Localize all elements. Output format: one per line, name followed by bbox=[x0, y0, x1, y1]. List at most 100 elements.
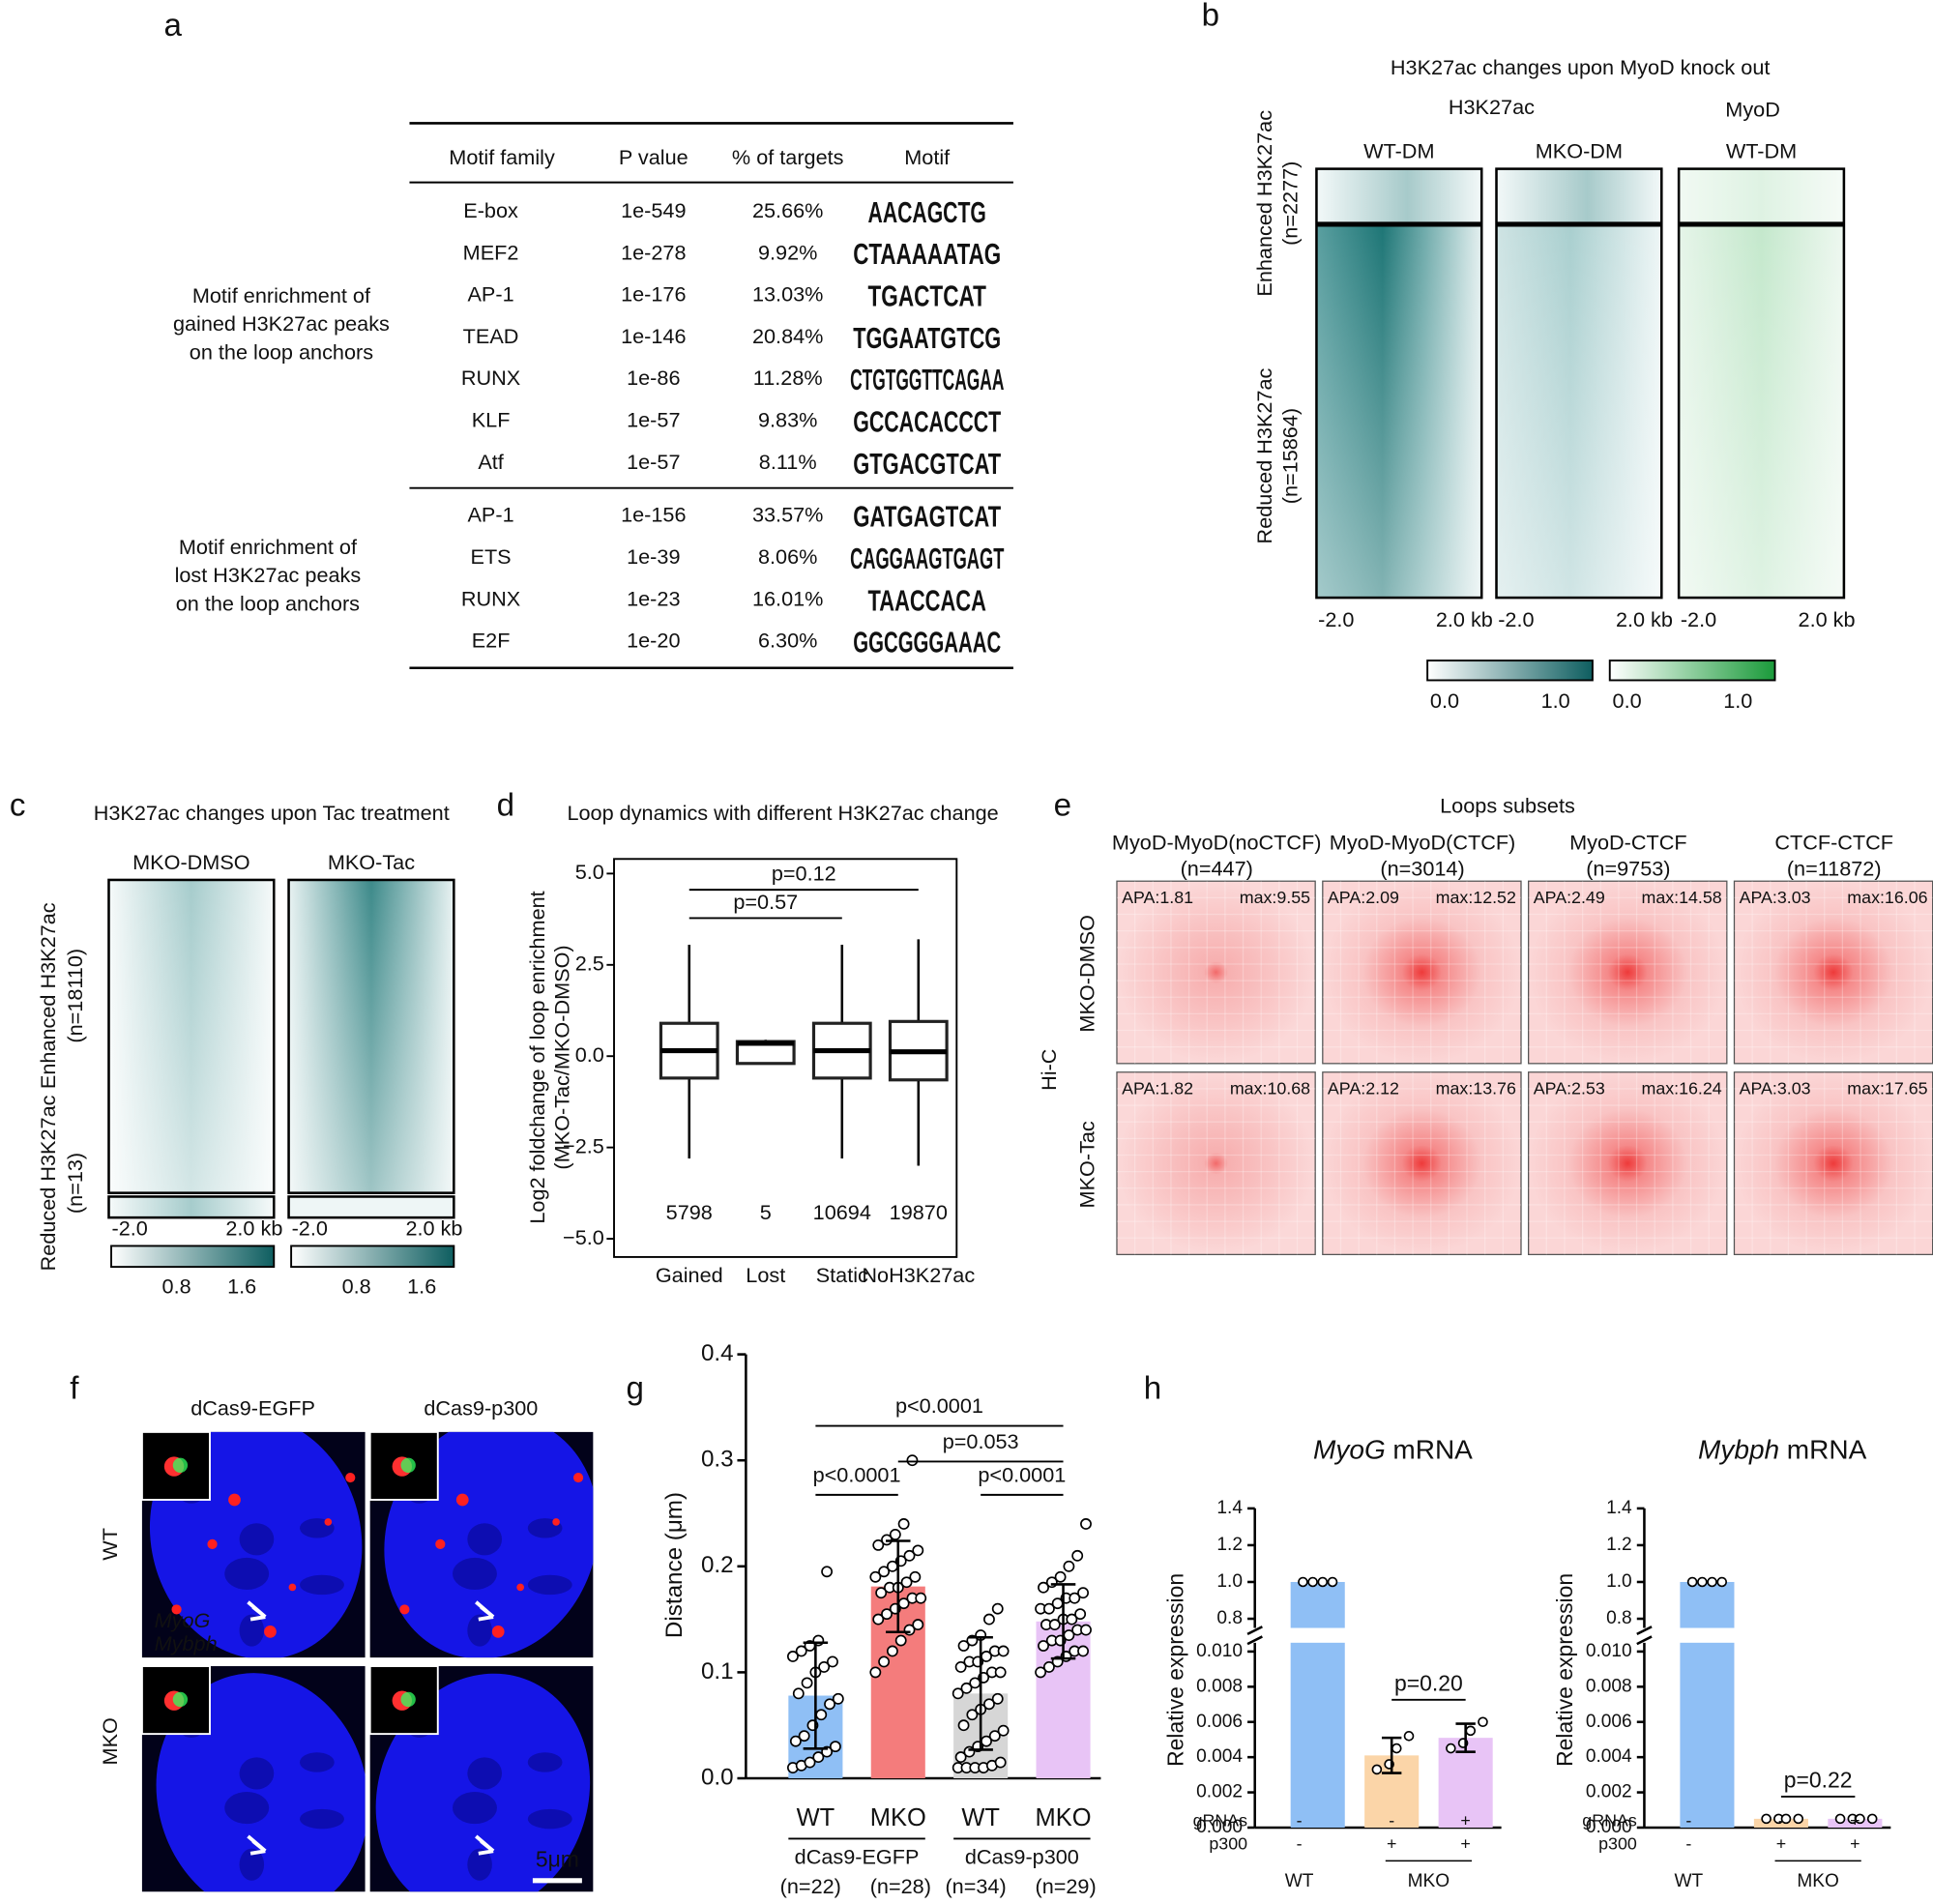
table-cell: 1e-23 bbox=[627, 586, 680, 610]
inset bbox=[368, 1665, 439, 1736]
table-cell: 1e-86 bbox=[627, 366, 680, 390]
apa-max: max:13.76 bbox=[1436, 1078, 1516, 1098]
chart-title: MyoG mRNA bbox=[1313, 1435, 1473, 1465]
nucleolus bbox=[300, 1808, 344, 1830]
apa-max: max:12.52 bbox=[1436, 888, 1516, 907]
n-label: (n=28) bbox=[870, 1874, 931, 1898]
title-suffix: mRNA bbox=[1392, 1435, 1473, 1465]
axis-break bbox=[1636, 1626, 1653, 1636]
micrograph bbox=[368, 1430, 594, 1658]
column-label: MyoD-CTCF bbox=[1569, 831, 1687, 855]
group-label: Motif enrichment of bbox=[179, 535, 358, 559]
data-point bbox=[795, 1645, 807, 1657]
arrow bbox=[247, 1600, 267, 1622]
apa-score: APA:2.12 bbox=[1328, 1078, 1399, 1098]
table-cell: 1e-20 bbox=[627, 629, 680, 653]
table-cell: 1e-146 bbox=[621, 324, 686, 348]
colorbar-label: 0.0 bbox=[1430, 688, 1459, 713]
condition-name: p300 bbox=[1209, 1834, 1247, 1854]
p-value: p<0.0001 bbox=[895, 1393, 983, 1418]
data-point bbox=[792, 1687, 805, 1700]
speck bbox=[399, 1604, 410, 1615]
group-label: Motif enrichment of bbox=[192, 283, 371, 308]
y-tick-label: 0.010 bbox=[1586, 1641, 1632, 1661]
x-tick-label: WT bbox=[797, 1804, 835, 1831]
condition-value: + bbox=[1776, 1834, 1786, 1854]
chart-title: Mybph mRNA bbox=[1698, 1435, 1867, 1465]
row-label: WT bbox=[98, 1528, 122, 1561]
heatmap-fade bbox=[1679, 168, 1844, 224]
table-cell: RUNX bbox=[461, 366, 520, 390]
motif-logo: CTGTGGTTCAGAA bbox=[850, 364, 1004, 396]
condition-value: + bbox=[1850, 1834, 1860, 1854]
data-point bbox=[1042, 1602, 1055, 1615]
data-point bbox=[983, 1698, 995, 1711]
group-label: WT bbox=[1285, 1871, 1314, 1891]
axis-break bbox=[1246, 1626, 1263, 1636]
spot-green bbox=[172, 1691, 189, 1708]
colorbar-label: 0.8 bbox=[162, 1274, 191, 1299]
y-axis-label: Distance (μm) bbox=[661, 1492, 688, 1638]
group-label: dCas9-EGFP bbox=[795, 1845, 920, 1869]
data-point bbox=[1042, 1661, 1055, 1673]
condition-value: - bbox=[1685, 1810, 1691, 1830]
nucleolus bbox=[300, 1574, 344, 1596]
y-tick-label: 0.000 bbox=[1586, 1817, 1632, 1837]
table-cell: AP-1 bbox=[467, 282, 513, 307]
nucleolus bbox=[467, 1848, 492, 1881]
y-tick-label: 0.004 bbox=[1196, 1746, 1243, 1767]
x-tick-label: -2.0 bbox=[1318, 607, 1354, 631]
speck bbox=[516, 1583, 524, 1592]
x-tick-label: MKO bbox=[1036, 1804, 1092, 1831]
y-tick-label: 1.4 bbox=[1606, 1498, 1632, 1518]
y-tick-label: 1.0 bbox=[1216, 1571, 1243, 1592]
condition-value: + bbox=[1387, 1834, 1396, 1854]
row-label: MKO-DMSO bbox=[1074, 915, 1098, 1033]
condition-value: + bbox=[1850, 1810, 1860, 1830]
chart-title: Loop dynamics with different H3K27ac cha… bbox=[567, 801, 998, 825]
condition-value: - bbox=[1297, 1834, 1303, 1854]
data-point bbox=[886, 1645, 898, 1657]
data-point bbox=[789, 1735, 802, 1747]
row-label: (n=13) bbox=[63, 1153, 87, 1214]
table-cell: 1e-278 bbox=[621, 240, 686, 264]
p-value: p=0.12 bbox=[772, 862, 836, 886]
heatmap-fade bbox=[1496, 168, 1662, 224]
data-point bbox=[1697, 1576, 1708, 1588]
column-label: CTCF-CTCF bbox=[1774, 831, 1893, 855]
title-gene: MyoG bbox=[1313, 1435, 1386, 1465]
motif-logo: GATGAGTCAT bbox=[853, 501, 1001, 534]
x-tick-label: Gained bbox=[656, 1263, 723, 1287]
data-point bbox=[1780, 1813, 1792, 1825]
y-tick-label: 0.1 bbox=[701, 1658, 734, 1684]
data-point bbox=[1686, 1576, 1698, 1588]
legend-entry: MyoG bbox=[155, 1608, 211, 1632]
data-point bbox=[960, 1682, 973, 1694]
apa-score: APA:2.49 bbox=[1534, 888, 1605, 907]
panel-label: b bbox=[1202, 0, 1219, 34]
apa-score: APA:3.03 bbox=[1740, 1078, 1811, 1098]
x-tick-label: 2.0 kb bbox=[1799, 607, 1856, 631]
group-label: dCas9-p300 bbox=[965, 1845, 1079, 1869]
data-point bbox=[997, 1645, 1010, 1657]
data-point bbox=[812, 1751, 825, 1764]
condition-value: - bbox=[1389, 1810, 1394, 1830]
data-point bbox=[991, 1692, 1004, 1705]
y-tick-label: 0.8 bbox=[1216, 1608, 1243, 1628]
y-tick-label: 0.008 bbox=[1196, 1676, 1243, 1696]
heatmap-frame bbox=[287, 878, 455, 1194]
data-point bbox=[878, 1566, 891, 1578]
motif-logo: AACAGCTG bbox=[868, 196, 986, 229]
condition-name: p300 bbox=[1598, 1834, 1637, 1854]
colorbar-label: 1.0 bbox=[1541, 688, 1570, 713]
data-point bbox=[1074, 1608, 1087, 1621]
data-point bbox=[787, 1651, 799, 1662]
motif-logo: CTAAAAATAG bbox=[853, 238, 1001, 271]
data-point bbox=[897, 1518, 910, 1530]
colorbar bbox=[1608, 659, 1776, 682]
x-tick-label: 2.0 kb bbox=[1436, 607, 1493, 631]
x-tick-label: NoH3K27ac bbox=[862, 1263, 975, 1287]
data-point bbox=[1446, 1743, 1456, 1754]
apa-max: max:14.58 bbox=[1641, 888, 1721, 907]
row-label: Enhanced H3K27ac bbox=[1252, 110, 1276, 297]
